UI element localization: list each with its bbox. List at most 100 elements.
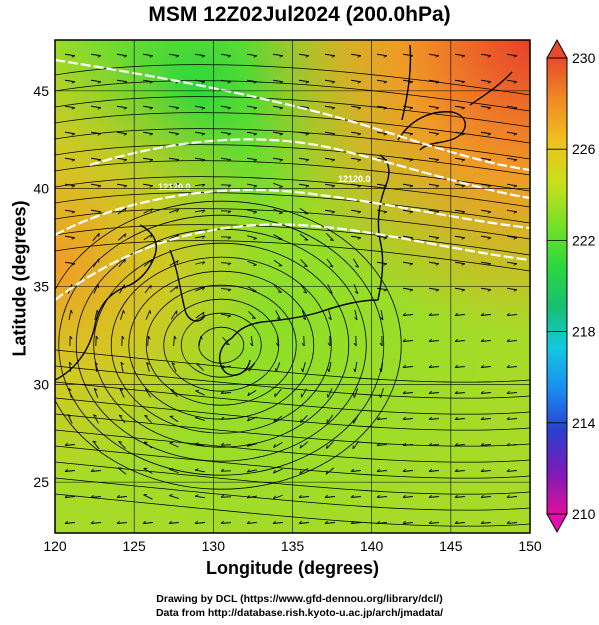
- wind-arrow: [195, 416, 205, 421]
- wind-arrow: [274, 388, 282, 398]
- wind-arrow: [327, 284, 333, 294]
- wind-arrow: [90, 209, 102, 214]
- wind-arrow: [402, 416, 414, 420]
- wind-arrow: [64, 209, 76, 214]
- wind-arrow: [506, 105, 518, 110]
- wind-arrow: [454, 468, 466, 472]
- wind-arrow: [273, 234, 283, 241]
- wind-arrow: [272, 105, 284, 110]
- streamline-swirl: [93, 242, 350, 448]
- wind-arrow: [273, 442, 283, 448]
- wind-arrow: [428, 235, 440, 240]
- wind-arrow: [170, 310, 178, 320]
- wind-arrow: [480, 105, 492, 110]
- wind-arrow: [428, 520, 440, 524]
- wind-arrow: [326, 414, 334, 424]
- wind-arrow: [402, 312, 414, 316]
- wind-arrow: [116, 131, 128, 136]
- wind-arrow: [274, 362, 281, 372]
- wind-arrow: [118, 233, 127, 241]
- wind-arrow: [324, 157, 336, 162]
- wind-arrow: [220, 184, 232, 188]
- wind-arrow: [143, 467, 153, 474]
- wind-arrow: [272, 79, 284, 84]
- streamline-swirl: [58, 214, 385, 476]
- wind-arrow: [94, 361, 98, 373]
- wind-arrow: [273, 182, 283, 188]
- wind-arrow: [247, 235, 257, 240]
- wind-arrow: [480, 79, 492, 84]
- wind-arrow: [402, 338, 414, 342]
- wind-arrow: [428, 53, 440, 58]
- wind-arrow: [428, 494, 440, 498]
- wind-arrow: [145, 310, 152, 320]
- wind-arrow: [428, 338, 440, 342]
- wind-arrow: [298, 183, 310, 188]
- wind-arrow: [350, 53, 362, 58]
- wind-arrow: [428, 183, 440, 188]
- wind-arrow: [118, 258, 126, 268]
- wind-arrow: [142, 53, 154, 58]
- y-tick-label: 40: [33, 181, 49, 197]
- wind-arrow: [454, 183, 466, 188]
- wind-arrow: [194, 105, 206, 110]
- wind-arrow: [454, 494, 466, 498]
- wind-arrow: [247, 260, 257, 267]
- wind-arrow: [324, 209, 336, 214]
- wind-arrow: [428, 261, 440, 266]
- wind-arrow: [506, 364, 518, 368]
- wind-arrow: [324, 79, 336, 84]
- wind-arrow: [273, 415, 283, 423]
- wind-arrow: [169, 467, 179, 474]
- wind-arrow: [64, 53, 76, 58]
- wind-arrow: [220, 416, 232, 420]
- wind-arrow: [428, 157, 440, 162]
- wind-arrow: [376, 468, 388, 472]
- wind-arrow: [68, 387, 72, 398]
- wind-arrow: [194, 209, 206, 213]
- wind-arrow: [220, 313, 232, 318]
- wind-arrow: [506, 79, 518, 84]
- wind-arrow: [454, 157, 466, 162]
- wind-arrow: [116, 494, 128, 498]
- wind-arrow: [64, 468, 76, 472]
- wind-arrow: [247, 183, 258, 188]
- wind-arrow: [506, 261, 518, 266]
- wind-arrow: [246, 495, 257, 499]
- wind-arrow: [92, 440, 100, 450]
- coast-japan-honshu: [231, 154, 390, 339]
- wind-arrow: [506, 53, 518, 58]
- wind-arrow: [428, 442, 440, 446]
- wind-arrow: [170, 389, 178, 397]
- coast-china: [55, 224, 157, 381]
- wind-arrow: [324, 183, 336, 188]
- wind-arrow: [220, 53, 232, 58]
- wind-arrow: [248, 311, 256, 320]
- wind-arrow: [194, 131, 206, 136]
- wind-arrow: [92, 232, 100, 242]
- wind-arrow: [454, 442, 466, 446]
- wind-arrow: [480, 235, 492, 240]
- x-axis-label: Longitude (degrees): [205, 558, 379, 578]
- wind-arrow: [117, 207, 127, 215]
- wind-arrow: [116, 53, 128, 58]
- wind-arrow: [480, 364, 492, 368]
- wind-arrow: [376, 105, 388, 110]
- wind-arrow: [64, 157, 76, 162]
- wind-arrow: [350, 468, 362, 472]
- wind-arrow: [454, 312, 466, 316]
- wind-arrow: [324, 520, 336, 524]
- wind-arrow: [195, 235, 206, 239]
- footer-credit: Drawing by DCL (https://www.gfd-dennou.o…: [156, 593, 443, 605]
- wind-arrow: [506, 235, 518, 240]
- coastlines: [55, 44, 513, 381]
- wind-arrow: [480, 442, 492, 446]
- wind-arrow: [301, 310, 307, 321]
- wind-arrow: [64, 105, 76, 110]
- wind-arrow: [68, 309, 73, 320]
- wind-arrow: [195, 311, 205, 319]
- wind-arrow: [428, 364, 440, 368]
- wind-arrow: [220, 210, 232, 214]
- wind-arrow: [220, 520, 232, 524]
- wind-arrow: [402, 520, 414, 524]
